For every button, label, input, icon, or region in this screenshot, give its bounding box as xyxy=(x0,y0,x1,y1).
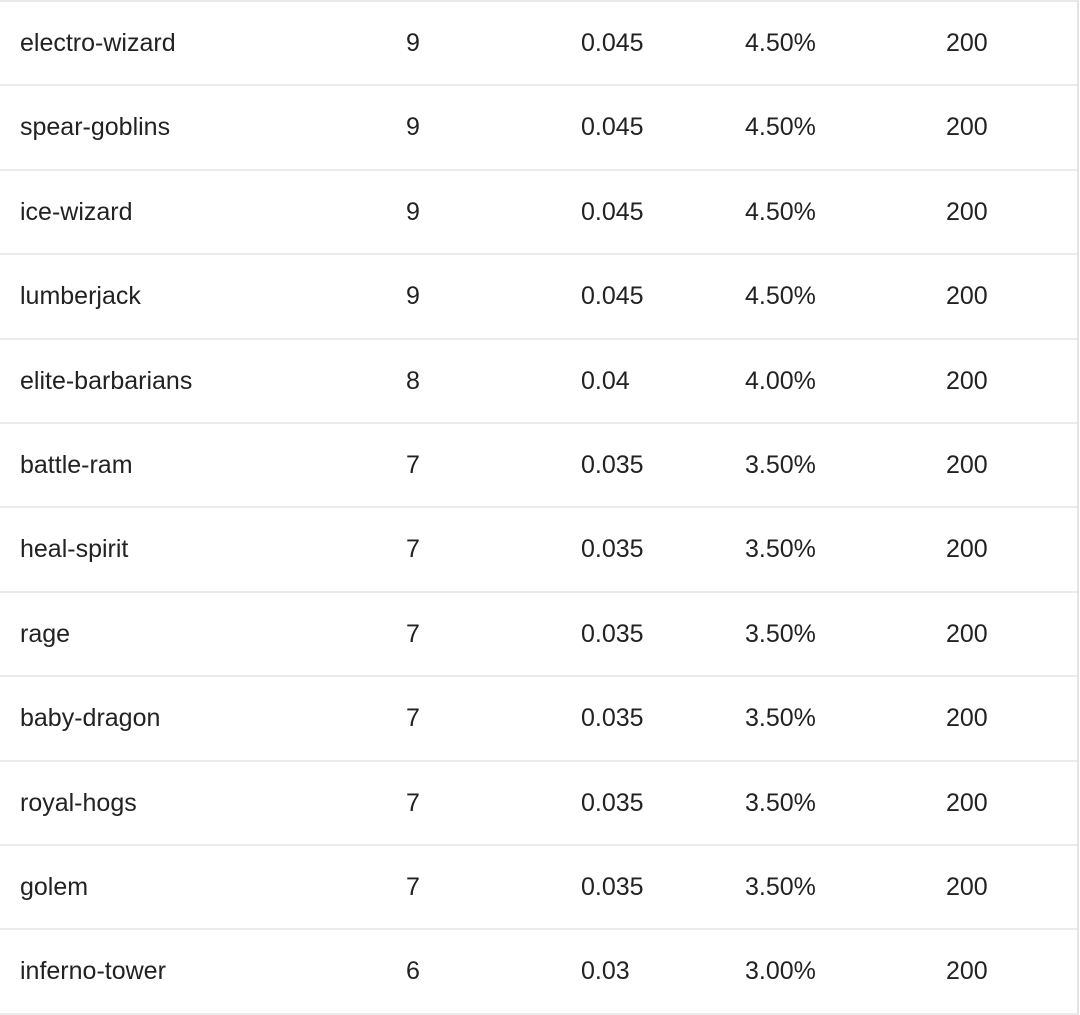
card-name-cell: ice-wizard xyxy=(20,197,133,226)
total-cell: 200 xyxy=(946,29,988,57)
ratio-cell: 0.035 xyxy=(581,788,644,817)
table-row: electro-wizard 9 0.045 4.50% 200 xyxy=(0,2,1077,87)
table-row: golem 7 0.035 3.50% 200 xyxy=(0,846,1077,931)
card-name-cell: heal-spirit xyxy=(20,535,129,564)
card-name-cell: inferno-tower xyxy=(20,957,166,986)
card-name-cell: elite-barbarians xyxy=(20,366,193,395)
table-row: inferno-tower 6 0.03 3.00% 200 xyxy=(0,930,1077,1015)
card-name-cell: royal-hogs xyxy=(20,788,137,817)
total-cell: 200 xyxy=(946,872,988,901)
card-name-cell: spear-goblins xyxy=(20,113,171,142)
count-cell: 9 xyxy=(406,197,420,226)
table-row: rage 7 0.035 3.50% 200 xyxy=(0,593,1077,678)
card-name-cell: golem xyxy=(20,872,89,901)
count-cell: 7 xyxy=(406,872,420,901)
ratio-cell: 0.04 xyxy=(581,366,630,395)
card-name-cell: battle-ram xyxy=(20,450,133,479)
ratio-cell: 0.045 xyxy=(581,282,644,311)
table-row: baby-dragon 7 0.035 3.50% 200 xyxy=(0,677,1077,762)
percent-cell: 4.50% xyxy=(745,113,816,142)
percent-cell: 3.50% xyxy=(745,788,816,817)
table-row: lumberjack 9 0.045 4.50% 200 xyxy=(0,255,1077,340)
count-cell: 7 xyxy=(406,535,420,564)
percent-cell: 3.50% xyxy=(745,872,816,901)
ratio-cell: 0.035 xyxy=(581,704,644,733)
table-row: heal-spirit 7 0.035 3.50% 200 xyxy=(0,508,1077,593)
total-cell: 200 xyxy=(946,282,988,311)
table-row: spear-goblins 9 0.045 4.50% 200 xyxy=(0,86,1077,171)
card-name-cell: baby-dragon xyxy=(20,704,161,733)
count-cell: 6 xyxy=(406,957,420,986)
count-cell: 9 xyxy=(406,29,420,57)
percent-cell: 4.00% xyxy=(745,366,816,395)
ratio-cell: 0.03 xyxy=(581,957,630,986)
card-name-cell: lumberjack xyxy=(20,282,141,311)
count-cell: 7 xyxy=(406,788,420,817)
ratio-cell: 0.045 xyxy=(581,113,644,142)
count-cell: 7 xyxy=(406,450,420,479)
total-cell: 200 xyxy=(946,704,988,733)
total-cell: 200 xyxy=(946,788,988,817)
table-row: ice-wizard 9 0.045 4.50% 200 xyxy=(0,171,1077,256)
total-cell: 200 xyxy=(946,197,988,226)
ratio-cell: 0.035 xyxy=(581,450,644,479)
ratio-cell: 0.035 xyxy=(581,619,644,648)
ratio-cell: 0.035 xyxy=(581,535,644,564)
count-cell: 8 xyxy=(406,366,420,395)
total-cell: 200 xyxy=(946,535,988,564)
total-cell: 200 xyxy=(946,450,988,479)
ratio-cell: 0.045 xyxy=(581,197,644,226)
table-row: battle-ram 7 0.035 3.50% 200 xyxy=(0,424,1077,509)
total-cell: 200 xyxy=(946,957,988,986)
card-name-cell: rage xyxy=(20,619,71,648)
percent-cell: 3.50% xyxy=(745,704,816,733)
count-cell: 7 xyxy=(406,704,420,733)
ratio-cell: 0.035 xyxy=(581,872,644,901)
percent-cell: 3.50% xyxy=(745,450,816,479)
count-cell: 7 xyxy=(406,619,420,648)
percent-cell: 4.50% xyxy=(745,282,816,311)
card-name-cell: electro-wizard xyxy=(20,29,176,57)
table-row: elite-barbarians 8 0.04 4.00% 200 xyxy=(0,340,1077,424)
percent-cell: 4.50% xyxy=(745,197,816,226)
total-cell: 200 xyxy=(946,113,988,142)
total-cell: 200 xyxy=(946,366,988,395)
table-row: royal-hogs 7 0.035 3.50% 200 xyxy=(0,762,1077,846)
total-cell: 200 xyxy=(946,619,988,648)
ratio-cell: 0.045 xyxy=(581,29,644,57)
count-cell: 9 xyxy=(406,282,420,311)
count-cell: 9 xyxy=(406,113,420,142)
percent-cell: 3.00% xyxy=(745,957,816,986)
percent-cell: 4.50% xyxy=(745,29,816,57)
percent-cell: 3.50% xyxy=(745,619,816,648)
percent-cell: 3.50% xyxy=(745,535,816,564)
